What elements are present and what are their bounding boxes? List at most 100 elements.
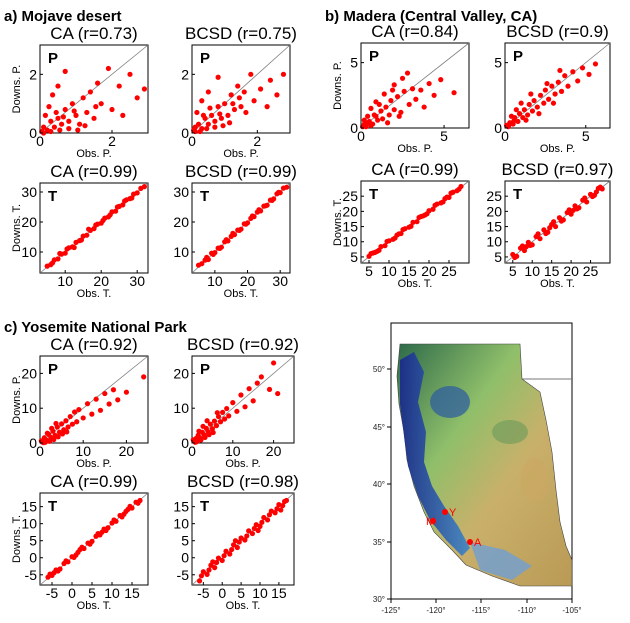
x-tick-label: 5 [237,585,245,601]
data-point [119,514,125,520]
data-point [66,126,72,132]
map-coastal-valley [400,352,470,556]
data-point [46,438,53,444]
panel-title: BCSD (r=0.92) [187,335,299,354]
x-tick-label: 10 [524,263,540,279]
data-point [102,390,108,397]
variable-label: P [48,50,58,67]
y-tick-label: 0 [181,125,189,141]
data-point [218,115,224,121]
data-point [562,73,568,79]
data-point [269,197,275,203]
data-point [418,87,424,93]
map-ticks: -125° -120° -115° -110° -105° 50° 45° 40° 35° 30° [373,365,582,615]
data-point [200,423,206,429]
data-point [97,407,104,413]
data-point [391,82,397,88]
data-point [386,112,392,118]
data-point [210,429,216,436]
y-tick-label: -5 [25,567,38,583]
data-point [93,104,99,110]
data-point [69,421,75,427]
data-point [109,106,115,113]
data-point [226,413,232,419]
data-point [219,557,225,564]
y-tick-label: 25 [342,188,358,204]
data-point [432,202,438,208]
x-axis-label: Obs. T. [77,600,112,612]
data-point [212,124,218,130]
data-point [67,413,73,420]
data-point [365,113,371,119]
data-point [105,65,111,72]
data-point [238,392,244,398]
data-point [531,97,537,104]
data-point [274,92,280,98]
data-point [278,507,284,513]
data-point [98,101,104,107]
data-point [111,517,117,523]
y-tick-label: 10 [173,400,189,416]
data-point [536,111,542,117]
data-point [199,98,205,104]
panel-title: BCSD (r=0.98) [187,472,299,491]
data-point [254,380,260,386]
data-point [64,246,70,252]
x-tick-label: 0 [68,585,76,601]
variable-label: P [200,361,210,378]
data-point [204,571,210,578]
data-point [444,194,450,200]
y-tick-label: 0 [350,120,358,136]
x-tick-label: 5 [509,263,517,279]
data-point [64,429,70,435]
variable-label: P [369,48,379,65]
map-basin-central [492,420,528,444]
data-point [221,553,227,559]
y-tick-label: 2 [29,66,37,82]
data-point [399,75,406,81]
data-point [225,112,231,118]
y-tick-label: 20 [173,214,189,230]
data-point [75,127,81,133]
data-point [394,94,401,100]
x-axis-label: Obs. P. [76,148,111,160]
data-point [230,101,236,107]
variable-label: T [200,188,209,205]
data-point [398,109,404,115]
data-point [55,83,61,89]
y-tick-label: 0 [494,120,502,136]
data-point [95,530,101,537]
x-tick-label: 15 [271,585,287,601]
data-point [197,128,203,135]
data-point [249,213,256,219]
data-point [110,387,117,393]
data-point [456,186,462,192]
data-point [123,389,129,395]
data-point [552,91,558,97]
scatter-panel: CA (r=0.84) P 0 5 0 5 Obs. P. Downs. P. [332,22,470,155]
data-point [230,542,237,548]
data-point [368,105,374,111]
panel-title: CA (r=0.99) [50,162,137,181]
data-point [55,568,61,574]
data-point [284,184,290,190]
data-point [229,546,235,553]
data-point [192,124,198,130]
data-point [127,503,133,509]
data-point [134,190,140,196]
data-point [241,89,247,95]
data-point [259,519,265,525]
data-point [235,83,241,89]
data-point [207,105,213,111]
data-point [51,436,57,443]
data-point [515,118,521,125]
data-point [57,250,63,257]
x-tick-label: 10 [57,273,73,289]
data-point [220,409,226,415]
data-point [91,115,97,121]
data-point [51,124,58,130]
scatter-panel: CA (r=0.92) P 0 10 20 0 10 20 Obs. P. Downs. P. [11,335,149,470]
data-point [209,112,215,118]
